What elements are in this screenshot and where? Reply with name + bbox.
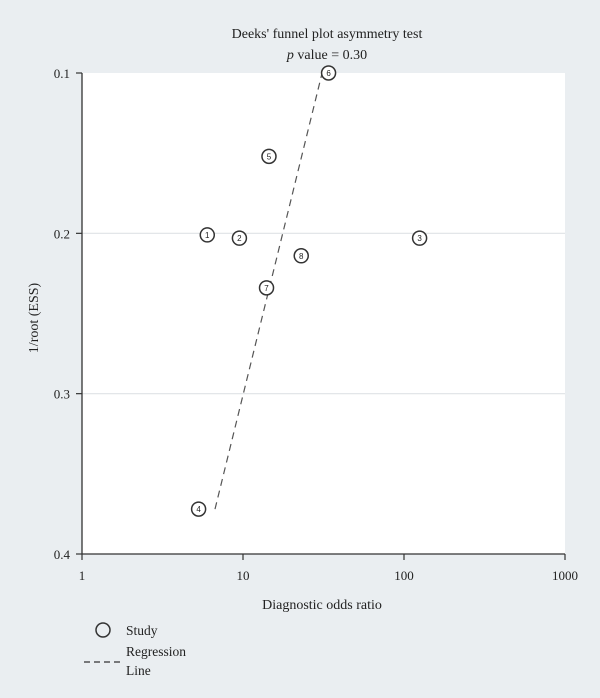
study-point-8 <box>293 248 309 264</box>
y-tick-label-0: 0.1 <box>54 66 70 81</box>
study-point-label-7: 7 <box>264 284 269 293</box>
x-tick-label-3: 1000 <box>552 568 578 583</box>
study-point-label-2: 2 <box>237 234 242 243</box>
chart-title: Deeks' funnel plot asymmetry test <box>232 27 423 42</box>
study-points: 1 2 3 4 5 6 7 8 <box>190 65 428 517</box>
study-point-3 <box>411 230 428 246</box>
legend-regression-label-line2: Line <box>126 663 151 678</box>
study-point-label-3: 3 <box>417 234 422 243</box>
study-point-label-8: 8 <box>299 252 304 261</box>
x-tick-label-0: 1 <box>79 568 86 583</box>
x-axis-label: Diagnostic odds ratio <box>262 598 382 613</box>
study-point-7 <box>258 280 275 296</box>
study-point-1 <box>199 227 216 243</box>
study-point-5 <box>261 148 277 165</box>
chart-subtitle: p value = 0.30 <box>286 48 367 63</box>
regression-line <box>214 72 323 510</box>
study-point-label-5: 5 <box>267 152 272 161</box>
plot-area <box>82 73 565 554</box>
y-tick-label-1: 0.2 <box>54 226 70 241</box>
study-point-label-4: 4 <box>196 505 201 514</box>
regression-line-group <box>214 72 323 510</box>
study-point-6 <box>320 65 337 81</box>
study-point-4 <box>190 501 207 517</box>
y-tick-label-3: 0.4 <box>54 547 71 562</box>
legend-study-symbol <box>95 622 111 638</box>
study-point-2 <box>231 230 248 246</box>
study-point-label-1: 1 <box>205 231 210 240</box>
legend-regression-label-line1: Regression <box>126 644 186 659</box>
y-axis-label: 1/root (ESS) <box>27 282 42 353</box>
x-tick-label-2: 100 <box>394 568 414 583</box>
legend-study-label: Study <box>126 623 158 638</box>
axes <box>81 73 565 555</box>
y-tick-label-2: 0.3 <box>54 387 70 402</box>
grid-lines <box>82 232 565 395</box>
y-axis-ticks: 0.1 0.2 0.3 0.4 <box>54 66 82 562</box>
study-point-label-6: 6 <box>326 69 331 78</box>
legend: Study Regression Line <box>84 622 186 678</box>
x-axis-ticks: 1 10 100 1000 <box>79 554 578 583</box>
x-tick-label-1: 10 <box>237 568 250 583</box>
